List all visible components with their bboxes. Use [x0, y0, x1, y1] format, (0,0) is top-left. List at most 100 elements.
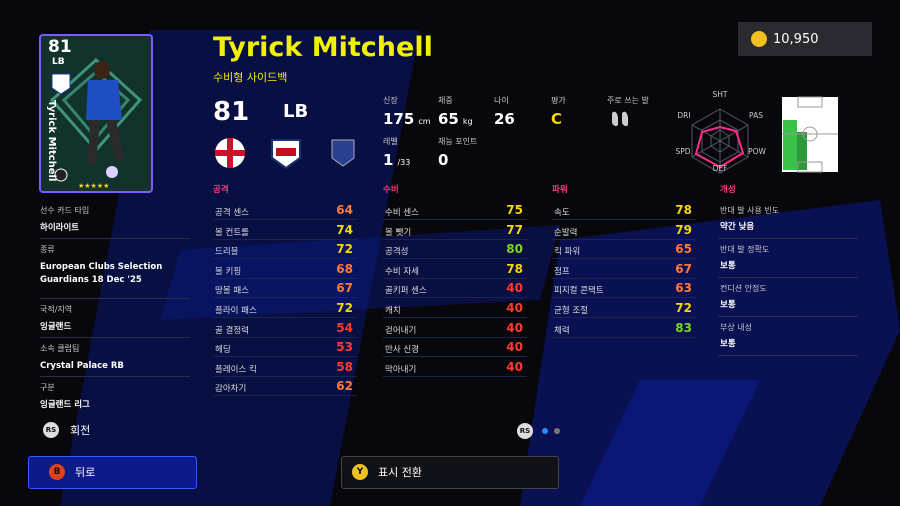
radar-label: POW [748, 147, 766, 156]
info-label: 체중 [438, 96, 453, 105]
detail-value: Crystal Palace RB [40, 361, 124, 371]
stat-row: 골키퍼 센스 40 [383, 279, 527, 299]
separator [40, 376, 190, 377]
radar-label: SPD [675, 147, 691, 156]
stat-value: 40 [506, 301, 523, 315]
stat-value: 54 [336, 320, 353, 335]
stat-row: 볼 컨트롤 74 [213, 221, 357, 240]
toggle-button[interactable]: Y 표시 전환 [341, 456, 559, 489]
stat-row: 드리블 72 [213, 240, 357, 260]
info-value: 26 [494, 110, 515, 128]
radar-label: DEF [712, 164, 728, 173]
radar-label: DRI [677, 111, 691, 120]
trait-label: 컨디션 안정도 [720, 284, 767, 293]
card-rating: 81 [48, 37, 72, 57]
stat-row: 피지컬 콘택트 63 [552, 279, 696, 299]
stat-label: 막아내기 [385, 364, 417, 375]
stat-label: 체력 [554, 325, 570, 336]
stat-value: 79 [675, 222, 692, 237]
toggle-label: 표시 전환 [378, 466, 422, 479]
separator [40, 298, 190, 299]
stat-value: 72 [675, 301, 692, 315]
stat-row: 속도 78 [552, 201, 696, 220]
radar-label: PAS [749, 111, 763, 120]
stat-label: 땅볼 패스 [215, 286, 249, 297]
stat-label: 공격 센스 [215, 208, 249, 218]
rotate-button: RS [43, 422, 59, 438]
stat-label: 균형 조절 [554, 306, 588, 316]
stat-value: 58 [336, 359, 353, 374]
stat-row: 플라이 패스 72 [213, 299, 357, 318]
info-value: 175 cm [383, 110, 431, 128]
stat-value: 40 [506, 359, 523, 374]
info-value: 0 [438, 151, 449, 169]
trait-separator [718, 277, 858, 278]
stat-value: 67 [336, 281, 353, 296]
toggle-key: Y [352, 464, 368, 480]
stat-value: 64 [336, 203, 353, 217]
back-button[interactable]: B 뒤로 [28, 456, 197, 489]
stat-row: 땅볼 패스 67 [213, 279, 357, 299]
traits-header: 개성 [720, 185, 736, 195]
stat-value: 68 [336, 261, 353, 276]
stat-label: 볼 키핑 [215, 266, 242, 277]
stat-row: 볼 뺏기 77 [383, 221, 527, 240]
stat-label: 캐치 [385, 306, 401, 316]
trait-separator [718, 355, 858, 356]
stat-value: 53 [336, 340, 353, 355]
trait-value: 보통 [720, 339, 736, 349]
trait-label: 반대 발 정확도 [720, 245, 770, 254]
detail-label: 선수 카드 타입 [40, 206, 90, 215]
stat-value: 77 [506, 222, 523, 237]
stat-label: 골 결정력 [215, 325, 249, 336]
stat-row: 헤딩 53 [213, 338, 357, 358]
trait-value: 보통 [720, 261, 736, 271]
stat-row: 수비 센스 75 [383, 201, 527, 220]
svg-text:★★★★★: ★★★★★ [78, 182, 109, 190]
stat-label: 골키퍼 센스 [385, 286, 427, 297]
info-label: 재능 포인트 [438, 137, 478, 146]
player-name: Tyrick Mitchell [213, 32, 433, 63]
stat-row: 체력 83 [552, 319, 696, 338]
stat-value: 78 [506, 261, 523, 276]
stat-row: 킥 파워 65 [552, 240, 696, 260]
stat-row: 공격성 80 [383, 240, 527, 260]
detail-label: 국적/지역 [40, 305, 73, 314]
stat-row: 순발력 79 [552, 221, 696, 240]
stat-row: 균형 조절 72 [552, 299, 696, 318]
overall: 81 [213, 97, 250, 127]
stat-value: 65 [675, 242, 692, 257]
stat-row: 막아내기 40 [383, 358, 527, 377]
stat-label: 속도 [554, 208, 570, 218]
stat-label: 볼 컨트롤 [215, 227, 249, 238]
stat-label: 킥 파워 [554, 247, 581, 258]
stat-label: 헤딩 [215, 345, 231, 356]
info-label: 신장 [383, 96, 398, 105]
separator [40, 238, 190, 239]
info-value: 65 kg [438, 110, 473, 128]
info-value: C [551, 110, 563, 128]
stat-row: 공격 센스 64 [213, 201, 357, 220]
detail-value: European Clubs Selection Guardians 18 De… [40, 262, 163, 285]
separator [40, 337, 190, 338]
stat-value: 78 [675, 203, 692, 217]
stat-row: 반사 신경 40 [383, 338, 527, 358]
stat-label: 플레이스 킥 [215, 364, 257, 375]
stat-label: 순발력 [554, 227, 578, 238]
trait-label: 부상 내성 [720, 323, 752, 332]
trait-label: 반대 발 사용 빈도 [720, 206, 780, 215]
detail-value: 하이라이트 [40, 223, 80, 233]
detail-value: 잉글랜드 [40, 322, 72, 332]
stat-row: 플레이스 킥 58 [213, 358, 357, 377]
trait-value: 약간 낮음 [720, 222, 755, 232]
stat-row: 골 결정력 54 [213, 319, 357, 338]
info-label: 주로 쓰는 발 [607, 96, 649, 105]
info-label: 나이 [494, 96, 509, 105]
back-key: B [49, 464, 65, 480]
stat-row: 수비 자세 78 [383, 260, 527, 279]
card-name: Tyrick Mitchell [46, 100, 57, 182]
detail-label: 종류 [40, 245, 55, 254]
stat-label: 피지컬 콘택트 [554, 286, 604, 297]
